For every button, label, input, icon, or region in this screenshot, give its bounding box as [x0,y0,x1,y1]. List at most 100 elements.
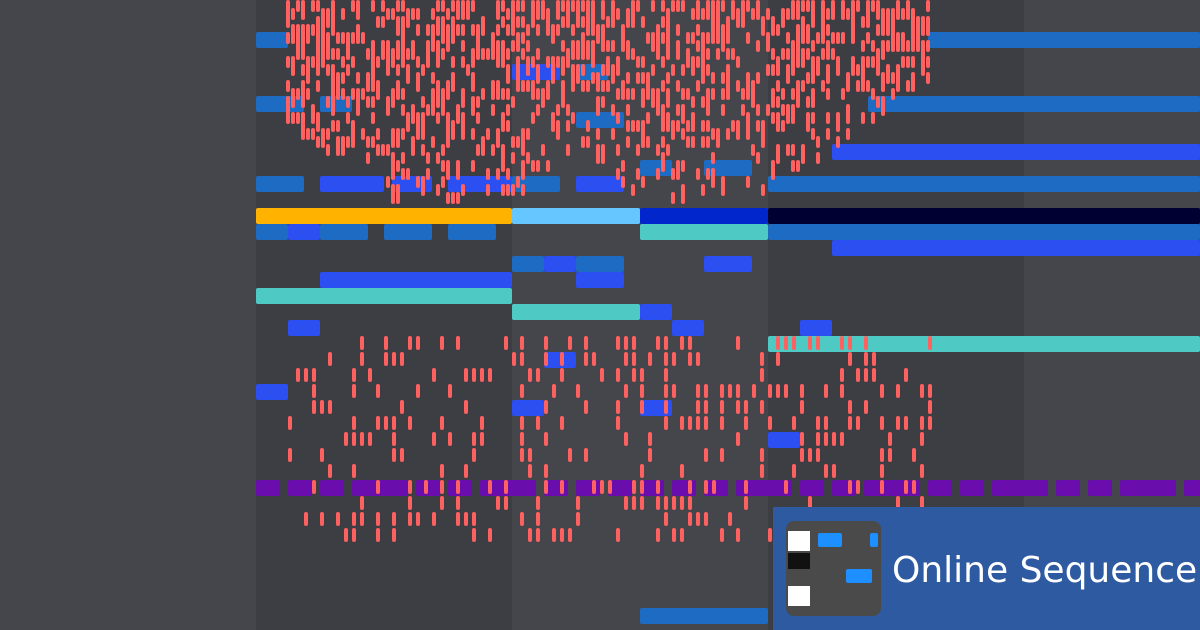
note [768,208,1200,224]
note [626,88,630,100]
note [501,0,505,12]
note [320,448,324,462]
note [440,496,444,510]
note [891,40,895,52]
note [871,40,875,52]
note [561,16,565,28]
note [624,432,628,446]
note [636,0,640,12]
note [786,144,790,156]
note [516,16,520,28]
note [451,128,455,140]
note [632,496,636,510]
note [626,16,630,28]
note [836,120,840,132]
note [906,8,910,20]
note [921,24,925,36]
note [544,400,548,414]
note [768,176,1200,192]
logo-key [788,553,810,569]
note [476,96,480,108]
note [556,24,560,36]
note [560,480,564,494]
note [701,136,705,148]
note [786,32,790,44]
note [621,40,625,52]
note [406,168,410,180]
note [576,384,580,398]
note [876,8,880,20]
note [376,512,380,526]
note [376,144,380,156]
note [351,56,355,68]
note [686,120,690,132]
note [512,208,640,224]
note [360,336,364,350]
logo-note [846,569,872,583]
note [432,432,436,446]
note [912,480,916,494]
note [531,160,535,172]
note [341,56,345,68]
note [716,48,720,60]
note [786,112,790,124]
note [736,480,792,496]
note [461,56,465,68]
note [441,48,445,60]
note [336,32,340,44]
note [256,32,288,48]
note [671,168,675,180]
note [641,96,645,108]
note [371,0,375,12]
note [686,56,690,68]
note [544,256,576,272]
note [781,104,785,116]
note [471,0,475,12]
note [356,8,360,20]
note [286,80,290,92]
note [824,432,828,446]
note [806,96,810,108]
note [571,24,575,36]
note [756,152,760,164]
note [496,56,500,68]
note [416,176,420,188]
note [864,352,868,366]
note [868,96,1200,112]
note [536,8,540,20]
note [661,56,665,68]
note [761,136,765,148]
note [686,88,690,100]
note [526,80,530,92]
note [666,144,670,156]
note [311,0,315,12]
note [581,0,585,12]
note [784,336,788,350]
note [361,88,365,100]
note [366,48,370,60]
note [992,480,1048,496]
note [421,144,425,156]
note [591,56,595,68]
note [664,512,668,526]
note [521,0,525,12]
note [520,432,524,446]
note [826,48,830,60]
note [408,416,412,430]
note [664,416,668,430]
note [816,432,820,446]
note [586,48,590,60]
note [676,24,680,36]
note [716,136,720,148]
note [561,40,565,52]
note [391,136,395,148]
note [520,416,524,430]
note [641,136,645,148]
note [511,96,515,108]
note [556,104,560,116]
note [536,528,540,542]
note [592,352,596,366]
note [396,24,400,36]
note [792,416,796,430]
note [511,24,515,36]
